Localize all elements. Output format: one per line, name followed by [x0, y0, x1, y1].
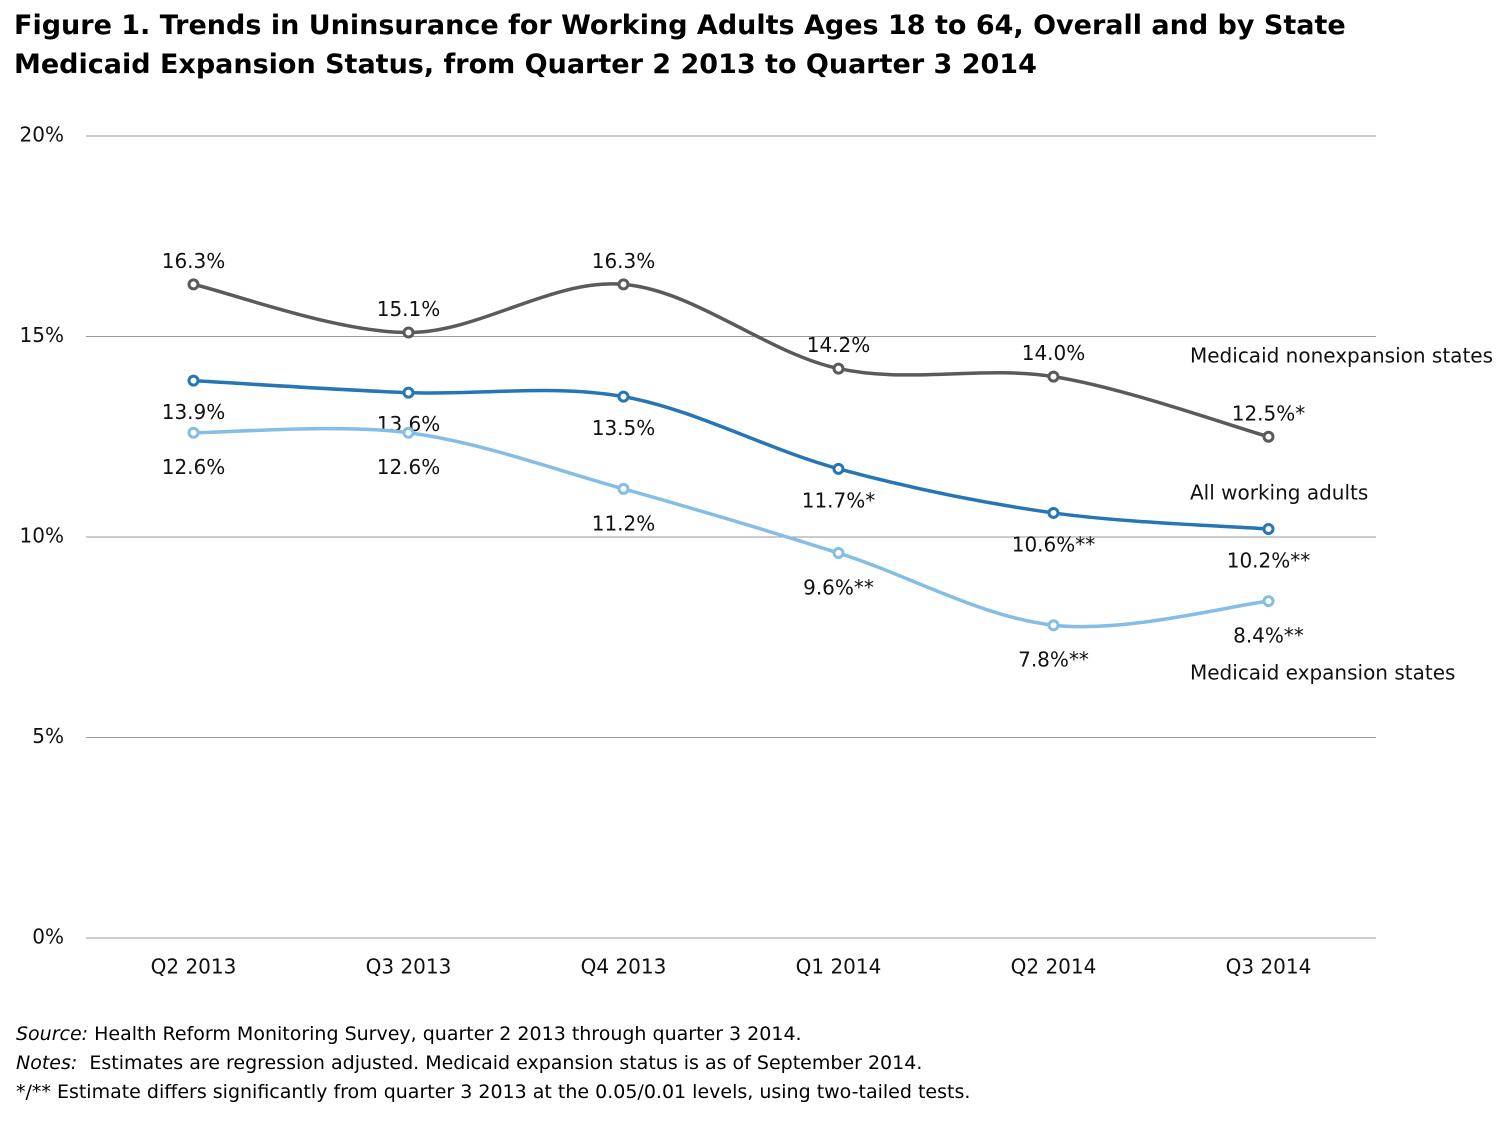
series-label: All working adults: [1190, 481, 1368, 505]
data-label: 13.5%: [592, 416, 656, 440]
note-text: Health Reform Monitoring Survey, quarter…: [94, 1023, 802, 1045]
x-tick-label: Q1 2014: [796, 955, 882, 979]
note-label: Notes:: [16, 1052, 78, 1074]
series-line: [193, 426, 1269, 629]
data-label: 12.6%: [162, 455, 226, 479]
y-tick-label: 15%: [20, 323, 64, 347]
x-tick-label: Q4 2013: [581, 955, 667, 979]
point: [832, 547, 845, 560]
data-label: 10.6%**: [1012, 532, 1096, 556]
x-tick-label: Q2 2013: [151, 955, 237, 979]
series-label: Medicaid expansion states: [1190, 661, 1455, 685]
data-label: 9.6%**: [803, 576, 874, 600]
data-label: 11.7%*: [802, 488, 876, 512]
series-line: [193, 282, 1269, 439]
point: [832, 362, 845, 375]
point: [832, 462, 845, 475]
data-label: 8.4%**: [1233, 624, 1304, 648]
point: [1047, 370, 1060, 383]
notes: Source: Health Reform Monitoring Survey,…: [16, 1020, 970, 1107]
point: [617, 278, 630, 291]
point: [402, 386, 415, 399]
point: [617, 390, 630, 403]
data-label: 7.8%**: [1018, 648, 1089, 672]
point: [187, 374, 200, 387]
data-label: 15.1%: [377, 297, 441, 321]
x-tick-label: Q3 2013: [366, 955, 452, 979]
point: [1047, 619, 1060, 632]
data-label: 16.3%: [162, 249, 226, 273]
point: [1262, 430, 1275, 443]
point: [1047, 506, 1060, 519]
note-text: */** Estimate differs significantly from…: [16, 1081, 971, 1103]
point: [402, 426, 415, 439]
series-line: [193, 378, 1269, 531]
x-tick-label: Q3 2014: [1226, 955, 1312, 979]
note: Source: Health Reform Monitoring Survey,…: [16, 1020, 970, 1049]
y-tick-label: 5%: [32, 724, 64, 748]
data-label: 12.6%: [377, 455, 441, 479]
data-label: 14.0%: [1022, 341, 1086, 365]
y-tick-label: 0%: [32, 925, 64, 949]
point: [1262, 595, 1275, 608]
y-tick-label: 10%: [20, 524, 64, 548]
point: [1262, 522, 1275, 535]
y-tick-label: 20%: [20, 123, 64, 147]
note-label: Source:: [16, 1023, 89, 1045]
data-label: 13.9%: [162, 400, 226, 424]
note-text: Estimates are regression adjusted. Medic…: [89, 1052, 923, 1074]
point: [187, 426, 200, 439]
note: */** Estimate differs significantly from…: [16, 1078, 970, 1107]
point: [402, 326, 415, 339]
data-label: 14.2%: [807, 333, 871, 357]
note: Notes: Estimates are regression adjusted…: [16, 1049, 970, 1078]
point: [617, 482, 630, 495]
chart-title: Figure 1. Trends in Uninsurance for Work…: [14, 10, 1346, 80]
data-label: 11.2%: [592, 511, 656, 535]
data-label: 16.3%: [592, 249, 656, 273]
data-label: 12.5%*: [1232, 401, 1306, 425]
series-label: Medicaid nonexpansion states: [1190, 344, 1493, 368]
data-label: 10.2%**: [1227, 548, 1311, 572]
x-tick-label: Q2 2014: [1011, 955, 1097, 979]
point: [187, 278, 200, 291]
